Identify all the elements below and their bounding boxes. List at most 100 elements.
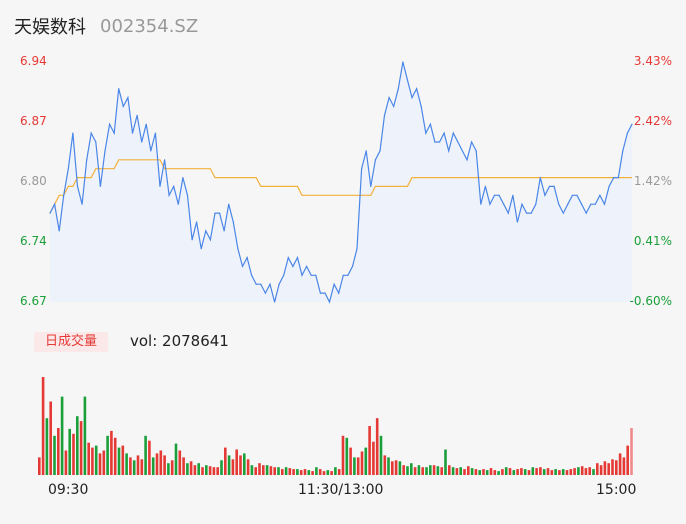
- volume-bar: [440, 467, 443, 475]
- time-tick-open: 09:30: [48, 482, 89, 498]
- volume-bar: [618, 453, 622, 475]
- price-point: [241, 265, 244, 267]
- volume-bar: [504, 467, 508, 475]
- pct-tick-2: 1.42%: [633, 174, 672, 188]
- price-point: [544, 194, 546, 196]
- price-point: [562, 212, 564, 214]
- volume-bar: [356, 457, 360, 475]
- volume-bar: [296, 469, 299, 475]
- price-point: [475, 150, 477, 152]
- volume-bar: [151, 457, 155, 475]
- price-point: [370, 185, 372, 187]
- price-point: [63, 194, 65, 196]
- volume-bar: [402, 465, 405, 475]
- time-tick-midday: 11:30/13:00: [298, 482, 384, 498]
- price-point: [67, 168, 69, 170]
- price-point: [154, 132, 156, 134]
- volume-bar: [436, 466, 440, 475]
- volume-bar: [76, 416, 79, 475]
- volume-bar: [216, 467, 219, 475]
- volume-bar: [554, 469, 557, 475]
- volume-bar: [110, 430, 113, 475]
- price-point: [214, 212, 216, 214]
- volume-bar: [573, 468, 576, 475]
- price-point: [186, 194, 189, 196]
- price-point: [141, 141, 143, 143]
- volume-bar: [425, 467, 428, 475]
- price-point: [54, 203, 56, 205]
- price-point: [406, 79, 408, 81]
- price-tick-0: 6.94: [20, 54, 47, 68]
- volume-bar: [303, 469, 307, 475]
- volume-bar: [482, 469, 485, 475]
- price-tick-4: 6.67: [20, 294, 47, 308]
- volume-bar: [148, 440, 151, 475]
- volume-bar: [205, 465, 208, 475]
- volume-bar: [91, 447, 94, 475]
- price-point: [356, 248, 358, 250]
- price-point: [246, 257, 248, 259]
- volume-bar: [565, 470, 569, 475]
- volume-bar: [364, 447, 368, 475]
- price-point: [484, 185, 486, 187]
- volume-bar: [387, 457, 390, 475]
- volume-tag: 日成交量: [34, 332, 108, 352]
- volume-bar: [254, 467, 257, 475]
- volume-bar: [611, 459, 614, 475]
- volume-bar: [129, 457, 132, 475]
- volume-bar: [220, 460, 223, 475]
- volume-bar: [474, 469, 478, 475]
- price-point: [49, 212, 51, 214]
- price-point: [251, 274, 253, 276]
- volume-bar: [140, 459, 144, 475]
- volume-bar: [406, 466, 409, 475]
- price-point: [461, 150, 463, 152]
- price-point: [333, 283, 335, 285]
- price-point: [443, 132, 445, 134]
- volume-bar: [398, 461, 402, 475]
- volume-bar: [353, 457, 356, 475]
- volume-bar: [630, 428, 633, 475]
- volume-bar: [584, 468, 588, 475]
- price-point: [429, 123, 431, 125]
- price-point: [145, 123, 147, 125]
- price-point: [122, 105, 124, 107]
- volume-bar: [497, 471, 500, 475]
- price-point: [622, 150, 624, 152]
- price-point: [131, 132, 134, 134]
- volume-bar: [246, 459, 250, 475]
- volume-bar: [182, 457, 185, 475]
- volume-bar: [159, 450, 163, 475]
- price-point: [581, 203, 583, 205]
- volume-bar: [79, 421, 83, 475]
- price-point: [388, 97, 390, 99]
- volume-bar: [455, 468, 459, 475]
- volume-bar: [470, 468, 474, 475]
- volume-bar: [592, 469, 595, 475]
- price-point: [526, 212, 528, 214]
- stock-header: 天娱数科 002354.SZ: [14, 12, 198, 40]
- price-point: [278, 283, 280, 285]
- volume-bar: [299, 470, 303, 475]
- price-point: [626, 132, 629, 134]
- price-point: [306, 265, 308, 267]
- volume-bar: [269, 466, 273, 475]
- volume-bar: [41, 377, 45, 475]
- volume-bar: [451, 467, 455, 475]
- volume-bar: [432, 465, 436, 475]
- volume-bar: [459, 467, 462, 475]
- volume-bar: [311, 471, 314, 475]
- volume-bar: [292, 469, 295, 475]
- price-point: [136, 114, 138, 116]
- price-point: [283, 274, 285, 276]
- price-point: [594, 203, 596, 205]
- volume-bar: [98, 453, 102, 475]
- volume-bar: [334, 467, 337, 475]
- volume-bar: [580, 466, 584, 475]
- price-point: [159, 185, 161, 187]
- volume-bar: [273, 467, 276, 475]
- price-point: [530, 212, 532, 214]
- volume-bar: [542, 469, 546, 475]
- price-point: [296, 257, 299, 259]
- volume-bar: [83, 396, 87, 475]
